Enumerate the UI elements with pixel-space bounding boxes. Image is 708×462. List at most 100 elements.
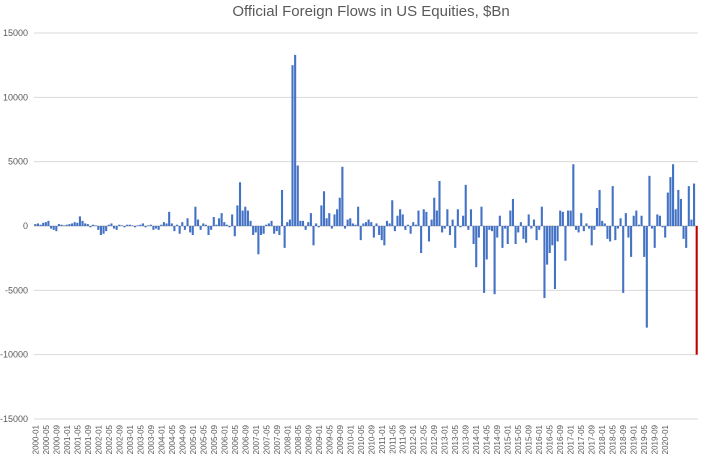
x-tick-label: 2003-05 xyxy=(136,424,145,454)
bar xyxy=(677,189,680,226)
bar xyxy=(78,216,81,226)
bar xyxy=(438,180,441,226)
x-tick-label: 2015-09 xyxy=(525,424,534,454)
bar xyxy=(643,226,646,257)
y-tick-label: 5000 xyxy=(8,157,28,167)
x-tick-label: 2003-01 xyxy=(126,424,135,454)
bar xyxy=(157,226,160,230)
bar xyxy=(288,219,291,226)
bar xyxy=(118,224,121,226)
bar xyxy=(679,198,682,226)
x-tick-label: 2016-05 xyxy=(546,424,555,454)
x-tick-label: 2002-09 xyxy=(115,424,124,454)
bar xyxy=(154,226,158,229)
bar xyxy=(582,226,585,232)
bar xyxy=(57,224,60,226)
bar xyxy=(115,226,118,230)
bar xyxy=(687,186,690,226)
bar xyxy=(346,219,349,226)
bar xyxy=(246,210,249,226)
bar xyxy=(189,226,192,233)
bar xyxy=(391,200,394,226)
bar xyxy=(614,226,617,241)
bar xyxy=(511,198,515,226)
x-tick-label: 2001-09 xyxy=(84,424,93,454)
bar xyxy=(254,226,257,233)
bar xyxy=(215,224,218,226)
bar xyxy=(123,226,126,228)
bar xyxy=(430,219,433,226)
bar xyxy=(178,226,181,234)
bar xyxy=(459,226,462,228)
bar xyxy=(483,226,486,293)
x-tick-label: 2000-01 xyxy=(31,424,40,454)
y-tick-label: -5000 xyxy=(5,285,28,295)
x-tick-label: 2018-01 xyxy=(598,424,607,454)
bar xyxy=(202,223,205,226)
bar xyxy=(120,225,123,226)
bar xyxy=(624,213,627,226)
bar xyxy=(462,215,465,226)
bar xyxy=(194,206,197,226)
bar xyxy=(561,211,564,226)
x-tick-label: 2004-01 xyxy=(157,424,166,454)
x-tick-label: 2006-05 xyxy=(231,424,240,454)
bar xyxy=(590,226,593,246)
bar xyxy=(477,226,480,238)
bar xyxy=(504,226,507,229)
bar xyxy=(488,226,491,230)
bar xyxy=(498,215,501,226)
bar xyxy=(244,206,247,226)
bar xyxy=(97,226,100,230)
x-tick-label: 2020-01 xyxy=(661,424,670,454)
bar xyxy=(262,226,265,234)
x-tick-label: 2014-01 xyxy=(472,424,481,454)
bar xyxy=(525,226,528,243)
bar xyxy=(656,214,659,226)
x-tick-label: 2001-05 xyxy=(73,424,82,454)
x-tick-label: 2004-05 xyxy=(168,424,177,454)
bar xyxy=(548,226,551,254)
bar xyxy=(401,214,404,226)
bar xyxy=(616,226,619,229)
y-tick-label: 0 xyxy=(23,221,28,231)
bar xyxy=(228,226,231,228)
bar xyxy=(559,210,562,226)
bar xyxy=(383,226,386,246)
bar xyxy=(685,226,688,248)
bar xyxy=(666,192,669,226)
bar xyxy=(378,226,381,236)
x-tick-label: 2003-09 xyxy=(147,424,156,454)
bar xyxy=(113,226,116,229)
bar xyxy=(427,226,431,242)
x-tick-label: 2012-09 xyxy=(430,424,439,454)
bar xyxy=(341,166,344,226)
bar xyxy=(593,226,596,230)
bar xyxy=(60,224,63,226)
bar xyxy=(422,209,425,226)
bar xyxy=(451,219,454,226)
x-tick-label: 2007-05 xyxy=(262,424,271,454)
x-tick-label: 2015-01 xyxy=(504,424,513,454)
bar xyxy=(661,226,664,228)
bar xyxy=(107,224,110,226)
bar xyxy=(207,226,210,236)
bar xyxy=(144,226,147,228)
x-tick-label: 2013-09 xyxy=(462,424,471,454)
y-tick-label: -15000 xyxy=(0,414,28,424)
x-tick-label: 2014-09 xyxy=(493,424,502,454)
bar xyxy=(364,222,368,226)
bar xyxy=(315,223,318,226)
x-tick-label: 2016-01 xyxy=(535,424,544,454)
bar xyxy=(349,218,352,226)
bar xyxy=(467,226,470,230)
bar xyxy=(317,226,320,228)
bar xyxy=(619,218,622,226)
bar xyxy=(110,223,113,226)
bar xyxy=(65,224,68,226)
bar xyxy=(136,225,139,226)
chart-title: Official Foreign Flows in US Equities, $… xyxy=(232,3,509,20)
bar xyxy=(199,226,202,230)
bar xyxy=(598,189,601,226)
